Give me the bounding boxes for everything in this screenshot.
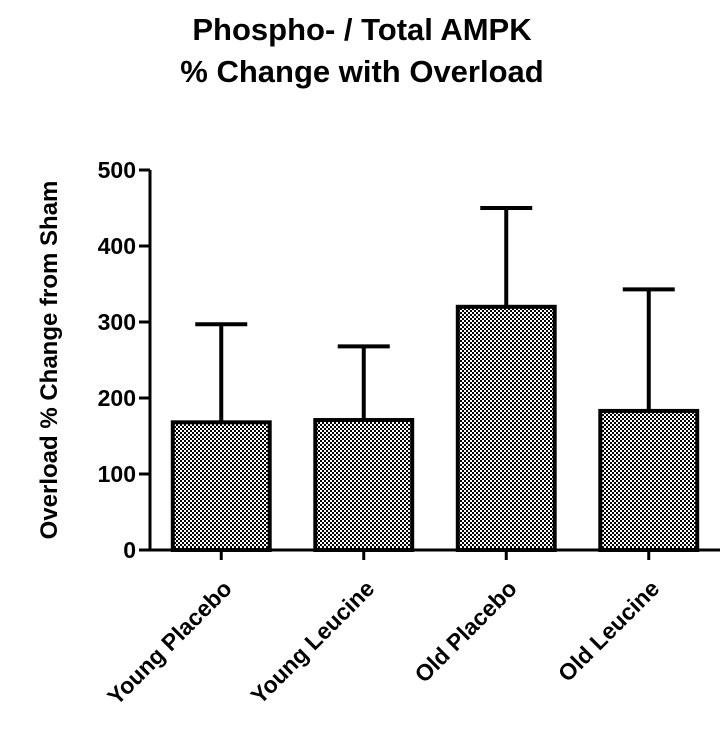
bar xyxy=(598,408,700,553)
y-tick-label: 400 xyxy=(98,233,136,259)
x-tick-label: Old Placebo xyxy=(409,575,521,687)
chart-title: Phospho- / Total AMPK xyxy=(192,12,532,47)
x-tick-label: Old Leucine xyxy=(553,575,664,686)
bar xyxy=(170,420,272,553)
y-tick-label: 300 xyxy=(98,309,136,335)
y-axis-label: Overload % Change from Sham xyxy=(36,181,63,540)
chart-title: % Change with Overload xyxy=(180,54,543,89)
x-tick-label: Young Placebo xyxy=(102,575,237,710)
bar xyxy=(313,418,415,553)
y-tick-label: 200 xyxy=(98,385,136,411)
y-tick-label: 500 xyxy=(98,157,136,183)
y-tick-label: 100 xyxy=(98,461,136,487)
x-tick-label: Young Leucine xyxy=(246,575,380,709)
y-tick-label: 0 xyxy=(123,537,136,563)
bar xyxy=(455,304,557,552)
